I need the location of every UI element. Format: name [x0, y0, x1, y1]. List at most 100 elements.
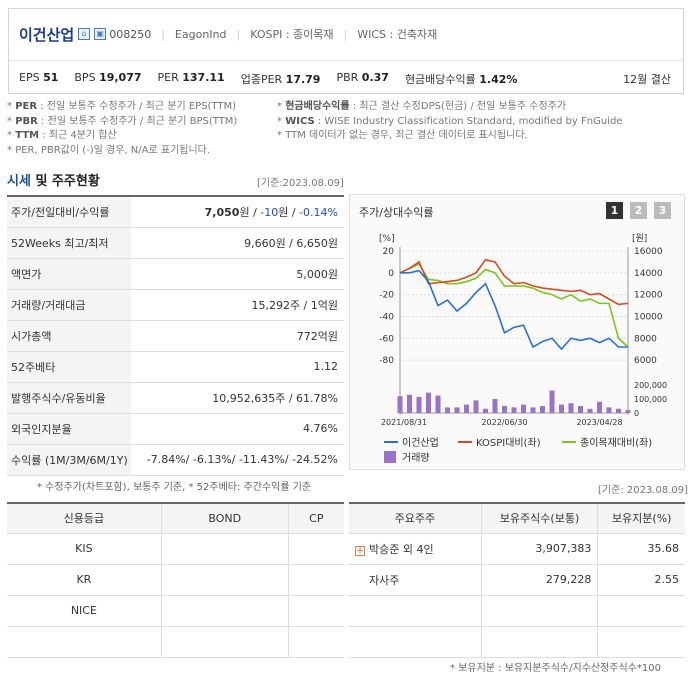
row-label: 액면가 — [7, 258, 131, 290]
left-tick-label: -40 — [379, 312, 394, 322]
chart-button-3[interactable]: 3 — [654, 202, 671, 219]
row-value: 5,000원 — [131, 258, 344, 290]
shares — [480, 595, 598, 627]
volume-bar — [597, 401, 602, 413]
left-tick-label: -60 — [379, 334, 394, 344]
bond-rating — [160, 533, 289, 565]
note-wics: * WICS : WISE Industry Classification St… — [277, 115, 623, 127]
series-line — [399, 263, 629, 348]
company-header: 이건산업 ⌂ ▣ 008250 | EagonInd | KOSPI : 종이목… — [8, 8, 684, 94]
price-chart-panel: 주가/상대수익률 1 2 3 [%] [원] 20 0 -20 -40 -60 -80 1… — [349, 194, 685, 470]
bond-rating — [160, 595, 289, 627]
series-line — [399, 258, 629, 306]
volume-bar — [473, 400, 479, 413]
holder-name — [349, 626, 482, 658]
row-label: 시가총액 — [7, 320, 131, 352]
stake: 2.55 — [597, 564, 685, 596]
left-tick-label: -20 — [379, 291, 394, 301]
legend-label: 거래량 — [402, 452, 430, 464]
x-tick-label: 2021/08/31 — [381, 418, 427, 427]
table-row: 52주베타 1.12 — [7, 351, 344, 383]
shares — [480, 626, 598, 658]
volume-bar — [435, 395, 441, 413]
volume-tick-label: 100,000 — [634, 395, 667, 404]
row-value: 9,660원 / 6,650원 — [131, 227, 344, 259]
table-row: 발행주식수/유동비율 10,952,635주 / 61.78% — [7, 382, 344, 414]
stat-eps: EPS 51 — [19, 71, 59, 84]
chart-title: 주가/상대수익률 — [359, 206, 434, 219]
divider: | — [343, 27, 348, 41]
volume-bar — [587, 408, 593, 413]
volume-bar — [616, 408, 621, 413]
col-header: BOND — [160, 503, 289, 534]
legend-label: 종이목재대비(좌) — [580, 437, 652, 449]
left-tick-label: 0 — [388, 269, 394, 279]
row-label: 발행주식수/유동비율 — [7, 382, 131, 414]
table-row: 수익률 (1M/3M/6M/1Y) -7.84%/ -6.13%/ -11.43%… — [7, 444, 344, 476]
agency: KR — [7, 564, 162, 596]
note-per: * PER : 전일 보통주 수정주가 / 최근 분기 EPS(TTM) — [7, 101, 237, 112]
volume-bar — [559, 404, 564, 413]
notes-right: * 현금배당수익률 : 최근 결산 수정DPS(현금) / 전일 보통주 수정주… — [277, 100, 622, 144]
market-label: KOSPI : 종이목재 — [250, 28, 334, 41]
wics-label: WICS : 건축자재 — [357, 28, 438, 41]
expand-icon[interactable]: + — [355, 545, 365, 556]
volume-bar — [416, 396, 422, 413]
table-row: 52Weeks 최고/최저 9,660원 / 6,650원 — [7, 227, 344, 259]
notes-left: * PER : 전일 보통주 수정주가 / 최근 분기 EPS(TTM) * P… — [7, 100, 237, 158]
table-row: 자사주 279,228 2.55 — [349, 564, 685, 596]
table-row: KR — [7, 564, 344, 596]
cp-rating — [287, 564, 344, 596]
col-header: CP — [287, 503, 344, 534]
row-label: 외국인지분율 — [7, 413, 131, 445]
table-row: 액면가 5,000원 — [7, 258, 344, 290]
volume-bar — [492, 399, 498, 413]
shares: 279,228 — [480, 564, 598, 596]
stat-per: PER 137.11 — [157, 71, 225, 84]
volume-bar — [521, 404, 526, 413]
chart-button-2[interactable]: 2 — [630, 202, 647, 219]
info-footnote: * 수정주가(차트포함), 보통주 기준, * 52주베타: 주간수익률 기준 — [37, 482, 312, 493]
bond-rating — [160, 564, 289, 596]
credit-rating-table: 신용등급 BOND CP KIS KR NICE — [7, 502, 344, 658]
header-divider — [9, 60, 683, 61]
chart-base-date: [기준: 2023.08.09] — [598, 485, 689, 496]
holder-name[interactable]: + 박승준 외 4인 — [349, 533, 482, 565]
holder-name — [349, 595, 482, 627]
row-value: 772억원 — [131, 320, 344, 352]
section-title: 시세 및 주주현황 — [7, 174, 100, 189]
table-row — [349, 595, 685, 627]
note-ttm-missing: * TTM 데이터가 없는 경우, 최근 결산 데이터로 표시됩니다. — [277, 130, 528, 141]
market-info-table: 주가/전일대비/수익률 7,050원 / -10원 / -0.14% 52Wee… — [7, 195, 344, 476]
volume-tick-label: 0 — [634, 409, 639, 418]
right-tick-label: 10000 — [634, 312, 663, 322]
table-header-row: 주요주주 보유주식수(보통) 보유지분(%) — [349, 503, 685, 534]
volume-bar — [549, 390, 555, 413]
table-row: 외국인지분율 4.76% — [7, 413, 344, 445]
table-row: 시가총액 772억원 — [7, 320, 344, 352]
x-tick-label: 2023/04/28 — [576, 418, 622, 427]
stock-code: 008250 — [109, 27, 152, 41]
legend-label: KOSPI대비(좌) — [476, 437, 541, 449]
cp-rating — [287, 595, 344, 627]
stake — [597, 595, 685, 627]
x-tick-label: 2022/06/30 — [481, 418, 527, 427]
series-line — [400, 269, 628, 351]
row-value: 1.12 — [131, 351, 344, 383]
company-name[interactable]: 이건산업 — [19, 25, 75, 44]
note-dividend: * 현금배당수익률 : 최근 결산 수정DPS(현금) / 전일 보통주 수정주… — [277, 101, 567, 112]
major-shareholders-table: 주요주주 보유주식수(보통) 보유지분(%) + 박승준 외 4인 3,907,3… — [349, 502, 685, 658]
base-date: [기준:2023.08.09] — [257, 178, 344, 189]
price-change-return: 7,050원 / -10원 / -0.14% — [131, 196, 344, 228]
table-row: + 박승준 외 4인 3,907,383 35.68 — [349, 533, 685, 565]
left-tick-label: -80 — [379, 356, 394, 366]
chart-button-1[interactable]: 1 — [606, 202, 623, 219]
volume-bar — [511, 407, 517, 413]
volume-bar — [502, 406, 507, 413]
volume-tick-label: 200,000 — [634, 381, 667, 390]
building-icon[interactable]: ▣ — [94, 28, 107, 40]
volume-bar — [445, 407, 450, 413]
home-icon[interactable]: ⌂ — [78, 28, 91, 40]
note-negative: * PER, PBR값이 (-)일 경우, N/A로 표기됩니다. — [7, 144, 211, 156]
right-tick-label: 16000 — [634, 247, 663, 257]
